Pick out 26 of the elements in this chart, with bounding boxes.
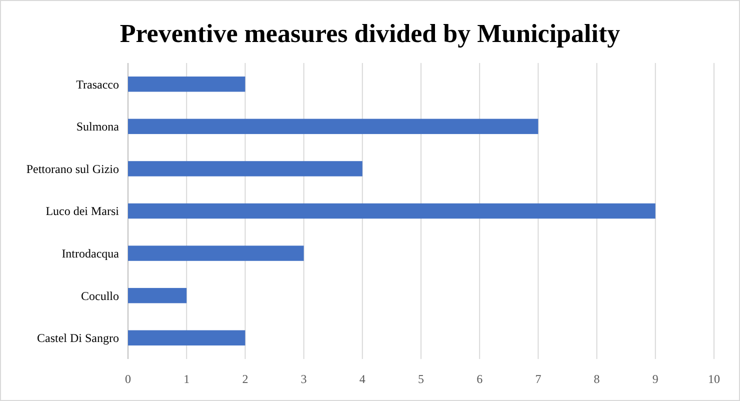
- y-tick-label: Luco dei Marsi: [46, 204, 120, 218]
- x-tick-label: 10: [708, 372, 720, 386]
- chart-title: Preventive measures divided by Municipality: [120, 19, 620, 48]
- x-tick-label: 3: [300, 372, 307, 386]
- bar: [128, 76, 246, 92]
- bar: [128, 288, 187, 304]
- bar: [128, 246, 304, 261]
- x-tick-label: 8: [594, 372, 600, 386]
- y-tick-label: Sulmona: [76, 120, 120, 134]
- x-tick-label: 2: [242, 372, 248, 386]
- x-tick-label: 1: [184, 372, 190, 386]
- y-tick-label: Introdacqua: [62, 246, 120, 260]
- bar: [128, 203, 656, 219]
- y-tick-label: Pettorano sul Gizio: [26, 162, 119, 176]
- y-tick-label: Castel Di Sangro: [37, 331, 119, 346]
- bar: [128, 330, 246, 346]
- y-tick-label: Trasacco: [76, 77, 119, 92]
- x-tick-label: 7: [535, 372, 542, 386]
- x-tick-label: 9: [652, 372, 658, 386]
- x-tick-label: 0: [125, 372, 131, 386]
- y-tick-label: Cocullo: [81, 288, 119, 303]
- bar: [128, 161, 362, 176]
- x-tick-label: 4: [359, 372, 366, 386]
- x-tick-label: 6: [476, 372, 483, 386]
- x-tick-label: 5: [418, 372, 424, 386]
- bar: [128, 118, 538, 134]
